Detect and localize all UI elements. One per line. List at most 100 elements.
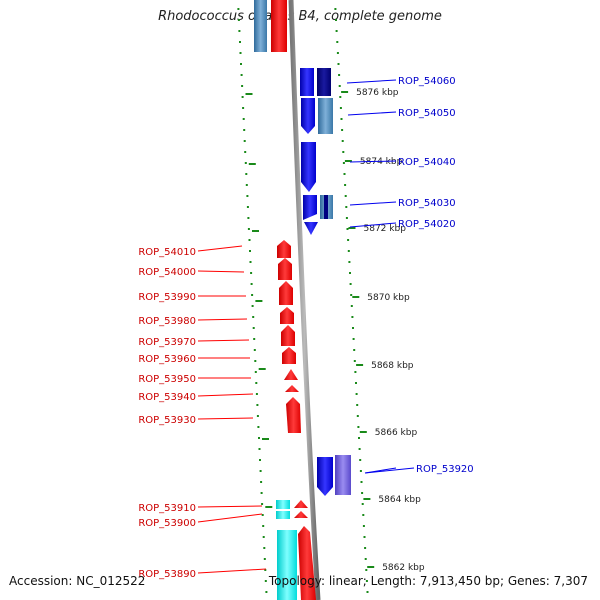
gene-rop-53910[interactable] bbox=[276, 500, 308, 509]
track-dot bbox=[260, 492, 263, 494]
track-dot bbox=[342, 151, 345, 153]
track-dot bbox=[251, 305, 254, 307]
gene-rop-53960[interactable] bbox=[282, 347, 296, 364]
track-dot bbox=[346, 228, 349, 230]
track-dot bbox=[339, 96, 342, 98]
label-leader bbox=[197, 318, 248, 321]
reverse-gene-label[interactable]: ROP_53990 bbox=[138, 292, 196, 303]
track-dot bbox=[243, 140, 246, 142]
reverse-gene-label[interactable]: ROP_53910 bbox=[138, 503, 196, 514]
track-dot bbox=[337, 63, 340, 65]
scale-tick bbox=[341, 91, 349, 93]
reverse-gene-label[interactable]: ROP_53940 bbox=[138, 392, 196, 403]
reverse-gene-label[interactable]: ROP_53950 bbox=[138, 374, 196, 385]
scale-label: 5868 kbp bbox=[371, 361, 414, 371]
track-dot bbox=[355, 382, 357, 384]
track-dot bbox=[256, 404, 259, 406]
forward-gene-label[interactable]: ROP_54050 bbox=[398, 108, 456, 119]
track-dot bbox=[349, 283, 352, 285]
map-title: Rhodococcus opacus B4, complete genome bbox=[158, 9, 442, 24]
gene-partial-top-2[interactable] bbox=[271, 0, 287, 52]
forward-gene-label[interactable]: ROP_54020 bbox=[398, 219, 456, 230]
gene-rop-53920[interactable] bbox=[317, 455, 351, 496]
gene-rop-53970[interactable] bbox=[281, 325, 295, 346]
track-dot bbox=[366, 591, 369, 593]
gene-rop-54020[interactable] bbox=[304, 222, 318, 235]
track-dot bbox=[247, 217, 250, 219]
forward-gene-label[interactable]: ROP_54040 bbox=[398, 157, 456, 168]
track-dot bbox=[334, 8, 337, 10]
gene-rop-53980[interactable] bbox=[280, 307, 294, 324]
gene-rop-54040[interactable] bbox=[301, 142, 316, 192]
track-dot bbox=[258, 437, 260, 439]
track-dot bbox=[341, 140, 344, 142]
track-dot bbox=[359, 459, 362, 461]
track-dot bbox=[359, 470, 362, 472]
track-dot bbox=[355, 393, 358, 395]
reverse-gene-label[interactable]: ROP_53930 bbox=[138, 415, 196, 426]
track-dot bbox=[257, 426, 260, 428]
scale-label: 5874 kbp bbox=[360, 157, 403, 167]
reverse-gene-label[interactable]: ROP_53890 bbox=[138, 569, 196, 580]
track-dot bbox=[263, 547, 266, 549]
gene-rop-53990[interactable] bbox=[279, 281, 293, 305]
track-dot bbox=[241, 85, 244, 87]
accession-label: Accession: NC_012522 bbox=[9, 574, 146, 588]
label-leader bbox=[347, 111, 397, 116]
gene-rop-53890[interactable] bbox=[277, 526, 316, 600]
track-dot bbox=[262, 536, 265, 538]
track-dot bbox=[242, 107, 245, 109]
track-dot bbox=[239, 52, 242, 54]
track-dot bbox=[356, 415, 359, 417]
forward-gene-label[interactable]: ROP_53920 bbox=[416, 464, 474, 475]
track-dot bbox=[249, 261, 252, 263]
gene-rop-54000[interactable] bbox=[278, 258, 292, 280]
track-dot bbox=[246, 195, 249, 197]
gene-rop-54030[interactable] bbox=[303, 195, 333, 220]
scale-label: 5876 kbp bbox=[356, 88, 399, 98]
reverse-gene-label[interactable]: ROP_53980 bbox=[138, 316, 196, 327]
track-dot bbox=[350, 294, 353, 296]
track-dot bbox=[358, 437, 360, 439]
label-leader bbox=[364, 467, 415, 474]
track-dot bbox=[344, 195, 347, 197]
reverse-gene-label[interactable]: ROP_53900 bbox=[138, 518, 196, 529]
gene-rop-54060[interactable] bbox=[300, 68, 331, 96]
reverse-gene-label[interactable]: ROP_54000 bbox=[138, 267, 196, 278]
gene-rop-54010[interactable] bbox=[277, 240, 291, 258]
forward-gene-label[interactable]: ROP_54030 bbox=[398, 198, 456, 209]
track-dot bbox=[248, 239, 251, 241]
track-dot bbox=[263, 558, 266, 560]
gene-rop-53900[interactable] bbox=[276, 511, 308, 519]
label-leader bbox=[349, 201, 397, 206]
scale-tick bbox=[344, 160, 352, 162]
gene-rop-53930[interactable] bbox=[286, 397, 301, 433]
dna-backbone bbox=[288, 0, 321, 600]
track-dot bbox=[249, 250, 251, 252]
track-dot bbox=[347, 239, 350, 241]
forward-gene-label[interactable]: ROP_54060 bbox=[398, 76, 456, 87]
track-dot bbox=[244, 162, 247, 164]
track-dot bbox=[364, 547, 367, 549]
reverse-gene-label[interactable]: ROP_54010 bbox=[138, 247, 196, 258]
gene-rop-53950[interactable] bbox=[284, 369, 298, 380]
label-leader bbox=[197, 505, 263, 508]
gene-partial-top-1[interactable] bbox=[254, 0, 267, 52]
track-dot bbox=[265, 591, 268, 593]
scale-label: 5866 kbp bbox=[375, 428, 418, 438]
track-dot bbox=[239, 41, 241, 43]
gene-rop-53940[interactable] bbox=[285, 385, 299, 392]
reverse-gene-label[interactable]: ROP_53960 bbox=[138, 354, 196, 365]
track-dot bbox=[350, 305, 353, 307]
track-dot bbox=[343, 173, 346, 175]
gene-rop-54050[interactable] bbox=[301, 98, 333, 134]
label-leader bbox=[197, 339, 250, 342]
reverse-gene-label[interactable]: ROP_53970 bbox=[138, 337, 196, 348]
label-leader bbox=[349, 222, 397, 228]
track-dot bbox=[362, 525, 365, 527]
track-dot bbox=[339, 107, 342, 109]
track-dot bbox=[335, 19, 337, 21]
label-leader bbox=[197, 270, 245, 273]
track-dot bbox=[243, 129, 246, 131]
